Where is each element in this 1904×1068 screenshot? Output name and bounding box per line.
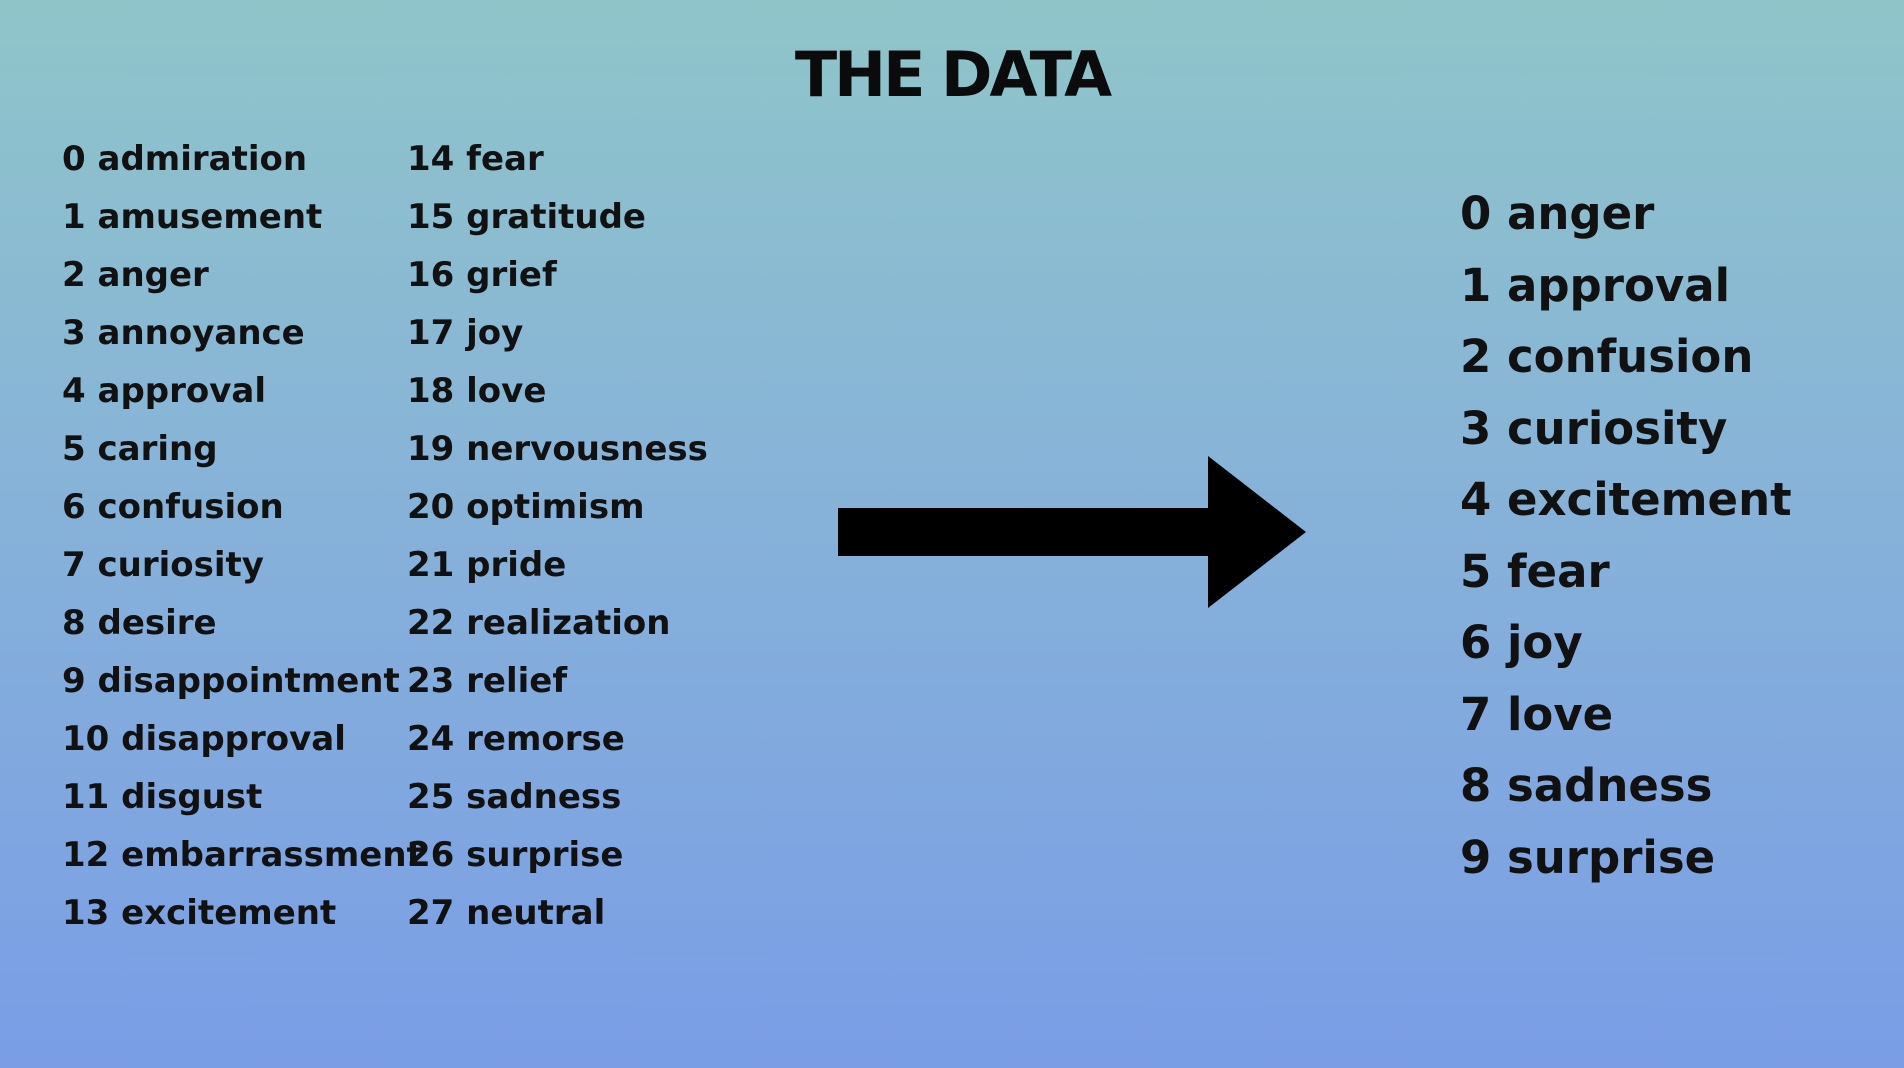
label-item: 11 disgust xyxy=(62,777,263,817)
label-item: 5 fear xyxy=(1460,544,1610,598)
label-item: 26 surprise xyxy=(407,835,624,875)
label-item: 5 caring xyxy=(62,429,218,469)
label-item: 8 sadness xyxy=(1460,759,1713,812)
original-labels-column-1: 0 admiration 1 amusement 2 anger 3 annoy… xyxy=(62,137,423,949)
label-item: 1 amusement xyxy=(62,197,323,237)
label-item: 12 embarrassment xyxy=(62,835,423,875)
label-item: 25 sadness xyxy=(407,777,622,817)
label-item: 17 joy xyxy=(407,313,524,353)
label-item: 0 anger xyxy=(1460,187,1655,240)
label-item: 3 curiosity xyxy=(1460,401,1728,455)
label-item: 14 fear xyxy=(407,139,544,179)
label-item: 4 approval xyxy=(62,371,266,411)
label-item: 0 admiration xyxy=(62,139,308,179)
label-item: 23 relief xyxy=(407,661,568,701)
label-item: 24 remorse xyxy=(407,719,625,759)
reduced-labels-column: 0 anger 1 approval 2 confusion 3 curiosi… xyxy=(1460,185,1792,900)
label-item: 16 grief xyxy=(407,255,557,295)
label-item: 1 approval xyxy=(1460,258,1730,312)
label-item: 3 annoyance xyxy=(62,313,305,353)
label-item: 9 disappointment xyxy=(62,661,400,701)
label-item: 6 confusion xyxy=(62,487,284,527)
arrow-right-icon xyxy=(838,456,1306,608)
label-item: 13 excitement xyxy=(62,893,337,933)
label-item: 9 surprise xyxy=(1460,830,1716,884)
label-item: 7 curiosity xyxy=(62,545,264,585)
label-item: 10 disapproval xyxy=(62,719,346,759)
label-item: 2 anger xyxy=(62,255,209,295)
label-item: 21 pride xyxy=(407,545,567,585)
label-item: 27 neutral xyxy=(407,893,606,933)
label-item: 4 excitement xyxy=(1460,473,1792,526)
label-item: 18 love xyxy=(407,371,547,411)
label-item: 15 gratitude xyxy=(407,197,646,237)
original-labels-column-2: 14 fear 15 gratitude 16 grief 17 joy 18 … xyxy=(407,137,708,949)
slide-title: THE DATA xyxy=(794,38,1112,111)
label-item: 20 optimism xyxy=(407,487,645,527)
label-item: 6 joy xyxy=(1460,616,1583,669)
label-item: 2 confusion xyxy=(1460,330,1754,383)
label-item: 19 nervousness xyxy=(407,429,708,469)
label-item: 7 love xyxy=(1460,687,1614,741)
label-item: 8 desire xyxy=(62,603,217,643)
label-item: 22 realization xyxy=(407,603,671,643)
